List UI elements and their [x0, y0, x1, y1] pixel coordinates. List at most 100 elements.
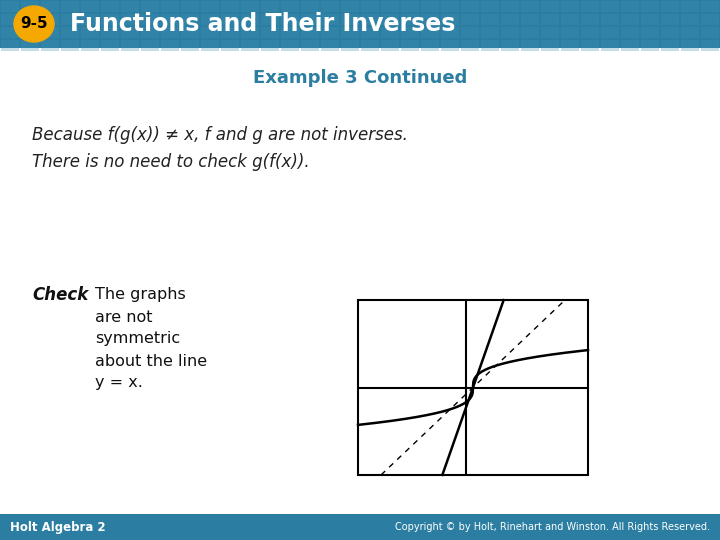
Bar — [421, 40, 439, 51]
Bar — [501, 27, 519, 38]
Bar — [461, 27, 479, 38]
Bar — [441, 1, 459, 12]
Bar — [381, 14, 399, 25]
Bar — [641, 27, 659, 38]
Text: Check: Check — [32, 286, 89, 304]
Bar — [421, 1, 439, 12]
Bar — [161, 40, 179, 51]
Bar — [701, 14, 719, 25]
Bar — [221, 1, 239, 12]
Bar — [681, 14, 699, 25]
Bar — [201, 1, 219, 12]
Bar — [321, 1, 339, 12]
Bar — [401, 27, 419, 38]
Bar — [601, 14, 619, 25]
Bar — [541, 40, 559, 51]
Bar — [321, 27, 339, 38]
Bar — [221, 14, 239, 25]
Bar — [261, 40, 279, 51]
Bar — [141, 14, 159, 25]
Bar — [441, 14, 459, 25]
Bar — [358, 300, 588, 475]
Text: There is no need to check g(f(x)).: There is no need to check g(f(x)). — [32, 153, 310, 171]
Bar — [281, 27, 299, 38]
Bar — [81, 1, 99, 12]
Bar — [301, 27, 319, 38]
Bar — [181, 27, 199, 38]
Bar — [161, 1, 179, 12]
Text: Holt Algebra 2: Holt Algebra 2 — [10, 521, 106, 534]
Bar — [541, 1, 559, 12]
Text: Functions and Their Inverses: Functions and Their Inverses — [70, 12, 455, 36]
Bar — [321, 40, 339, 51]
Bar — [581, 14, 599, 25]
Bar — [481, 40, 499, 51]
Bar — [121, 14, 139, 25]
Bar — [681, 27, 699, 38]
Bar — [61, 1, 79, 12]
Bar — [461, 40, 479, 51]
Text: 9-5: 9-5 — [20, 17, 48, 31]
Bar — [101, 14, 119, 25]
Bar — [701, 40, 719, 51]
Bar — [401, 14, 419, 25]
Text: Because f(g(x)) ≠ x, f and g are not inverses.: Because f(g(x)) ≠ x, f and g are not inv… — [32, 126, 408, 144]
Bar — [301, 40, 319, 51]
Bar — [561, 1, 579, 12]
Bar — [301, 1, 319, 12]
Bar — [181, 1, 199, 12]
Bar — [221, 27, 239, 38]
Bar — [221, 40, 239, 51]
Text: are not: are not — [95, 309, 153, 325]
Bar — [41, 27, 59, 38]
Bar — [81, 27, 99, 38]
Bar — [141, 40, 159, 51]
Bar — [401, 1, 419, 12]
Bar — [261, 14, 279, 25]
Bar — [501, 1, 519, 12]
Bar — [521, 40, 539, 51]
Bar — [61, 14, 79, 25]
Bar — [281, 40, 299, 51]
Bar — [261, 27, 279, 38]
Bar — [201, 27, 219, 38]
Bar — [301, 14, 319, 25]
Bar — [581, 1, 599, 12]
Bar — [461, 14, 479, 25]
Bar — [241, 40, 259, 51]
Bar — [341, 1, 359, 12]
Bar — [541, 27, 559, 38]
Bar — [661, 40, 679, 51]
Bar — [521, 1, 539, 12]
Bar — [101, 27, 119, 38]
Bar — [561, 14, 579, 25]
Bar — [501, 40, 519, 51]
Bar — [361, 27, 379, 38]
Bar — [121, 1, 139, 12]
Bar — [381, 1, 399, 12]
Bar — [361, 14, 379, 25]
Bar — [621, 27, 639, 38]
Bar — [241, 1, 259, 12]
Bar — [381, 27, 399, 38]
Text: Copyright © by Holt, Rinehart and Winston. All Rights Reserved.: Copyright © by Holt, Rinehart and Winsto… — [395, 522, 710, 532]
Bar — [1, 27, 19, 38]
Bar — [541, 14, 559, 25]
Bar — [461, 1, 479, 12]
Bar — [341, 27, 359, 38]
Bar — [121, 27, 139, 38]
Bar — [501, 14, 519, 25]
Bar — [361, 40, 379, 51]
Bar — [181, 14, 199, 25]
Bar — [241, 14, 259, 25]
Bar — [281, 1, 299, 12]
Bar — [61, 27, 79, 38]
Bar — [281, 14, 299, 25]
Bar — [361, 1, 379, 12]
Bar — [581, 27, 599, 38]
Bar — [161, 14, 179, 25]
Bar — [41, 1, 59, 12]
Bar — [441, 40, 459, 51]
Bar — [601, 1, 619, 12]
Bar — [601, 27, 619, 38]
